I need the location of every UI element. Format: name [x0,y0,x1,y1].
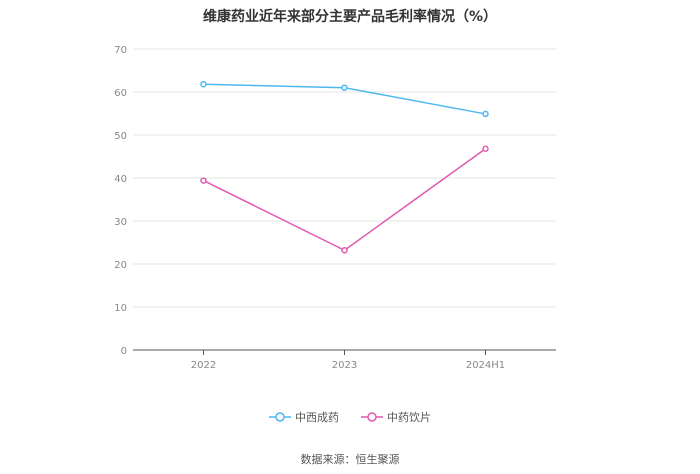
series-line-1 [203,148,486,252]
legend-item-series-1[interactable]: 中药饮片 [361,409,431,425]
x-tick-label-1: 2023 [332,360,357,371]
y-tick-label-6: 60 [114,88,127,99]
x-tick-label-0: 2022 [191,360,216,371]
data-point-series-0-2 [482,110,489,118]
y-tick-label-1: 10 [114,303,127,314]
data-point-series-1-1 [341,246,348,254]
y-tick-label-0: 0 [121,346,127,357]
y-tick-label-7: 70 [114,45,127,56]
data-point-series-0-0 [200,81,207,88]
y-tick-label-3: 30 [114,217,127,228]
data-point-series-1-2 [482,145,489,153]
y-tick-label-2: 20 [114,260,127,271]
data-source: 数据来源：恒生聚源 [300,453,400,466]
y-tick-label-4: 40 [114,174,127,185]
legend-item-series-0[interactable]: 中西成药 [269,409,339,425]
x-tick-label-2: 2024H1 [466,360,505,371]
legend-marker-series-1 [361,412,383,422]
legend-label-series-1: 中药饮片 [387,411,431,424]
data-point-series-1-0 [200,177,207,184]
chart-title: 维康药业近年来部分主要产品毛利率情况（%） [202,9,498,25]
legend-marker-series-0 [269,412,291,422]
data-point-series-0-1 [341,84,348,91]
legend: 中西成药 中药饮片 [0,409,700,425]
legend-label-series-0: 中西成药 [295,411,339,424]
y-tick-label-5: 50 [114,131,127,142]
